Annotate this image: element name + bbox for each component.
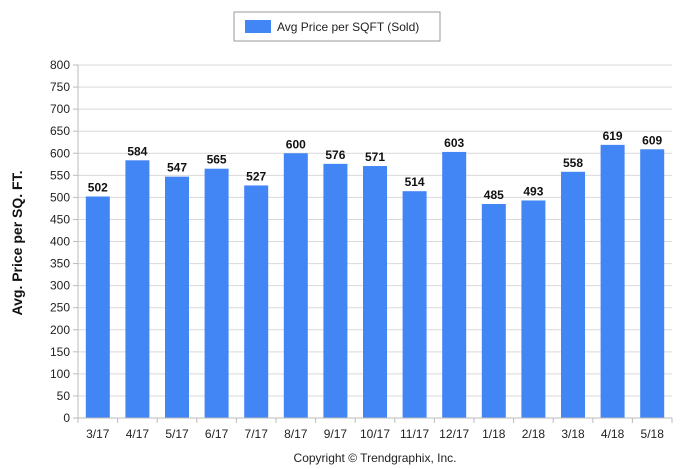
bar-value-labels: 502 584 547 565 527 600 576 571 514 603 485 493 558 6… [88,129,663,202]
y-tick-label: 500 [50,190,70,204]
y-tick-label: 0 [63,411,70,425]
bar-value-label: 527 [246,169,266,183]
bar [402,191,427,418]
bar [561,171,585,418]
bar-value-label: 547 [167,161,187,175]
x-tick-label: 3/18 [561,427,585,441]
x-tick-label: 4/18 [601,427,625,441]
x-tick-label: 4/17 [126,427,150,441]
bar [283,153,308,418]
x-tick-label: 10/17 [360,427,390,441]
y-tick-label: 200 [50,323,70,337]
bar [640,149,665,418]
bar-value-label: 485 [484,188,504,202]
bar [204,168,229,418]
y-tick-label: 700 [50,102,70,116]
bar-value-label: 571 [365,150,385,164]
bar [600,144,625,418]
x-tick-label: 5/17 [165,427,189,441]
bar [363,166,387,418]
y-tick-label: 600 [50,146,70,160]
bar-value-label: 565 [207,153,227,167]
bar-value-label: 558 [563,156,583,170]
x-tick-label: 11/17 [400,427,429,441]
x-tick-label: 1/18 [482,427,506,441]
y-tick-label: 300 [50,279,70,293]
bar-value-label: 619 [603,129,623,143]
bar-value-label: 514 [405,175,425,189]
x-tick-label: 6/17 [205,427,229,441]
x-tick-label: 9/17 [324,427,348,441]
y-axis-label: Avg. Price per SQ. FT. [9,171,25,316]
x-tick-label: 7/17 [245,427,269,441]
bar-value-label: 609 [642,133,662,147]
legend-swatch [245,20,271,33]
bar [323,163,348,418]
bar [125,160,150,418]
bar-value-label: 584 [127,144,147,158]
y-tick-label: 100 [50,367,70,381]
bar-value-label: 600 [286,137,306,151]
y-tick-label: 250 [50,301,70,315]
bar [85,196,110,418]
x-tick-label: 12/17 [439,427,469,441]
bar [521,200,546,418]
bar-value-label: 603 [444,136,464,150]
x-axis-ticks: 3/17 4/17 5/17 6/17 7/17 8/17 9/17 10/17 11/17 12… [77,418,673,441]
bar-value-label: 493 [523,184,543,198]
y-tick-label: 550 [50,168,70,182]
bar [481,203,506,418]
x-tick-label: 5/18 [641,427,665,441]
y-tick-label: 750 [50,80,70,94]
y-tick-label: 50 [57,389,71,403]
x-tick-label: 3/17 [86,427,110,441]
y-tick-label: 450 [50,212,70,226]
bar [165,176,189,418]
y-tick-label: 150 [50,345,70,359]
y-tick-label: 650 [50,124,70,138]
x-tick-label: 2/18 [522,427,546,441]
legend-label: Avg Price per SQFT (Sold) [277,20,419,34]
bar-value-label: 576 [325,148,345,162]
bar [244,185,269,418]
legend: Avg Price per SQFT (Sold) [233,11,441,42]
x-tick-label: 8/17 [284,427,308,441]
y-tick-label: 350 [50,257,70,271]
bar-value-label: 502 [88,180,108,194]
y-tick-label: 400 [50,235,70,249]
bars [85,144,665,418]
bar [442,151,467,418]
copyright-text: Copyright © Trendgraphix, Inc. [294,451,457,465]
y-tick-label: 800 [50,58,70,72]
y-axis-ticks: 0 50 100 150 200 250 300 350 400 450 500 550 600 650 7… [50,58,78,425]
